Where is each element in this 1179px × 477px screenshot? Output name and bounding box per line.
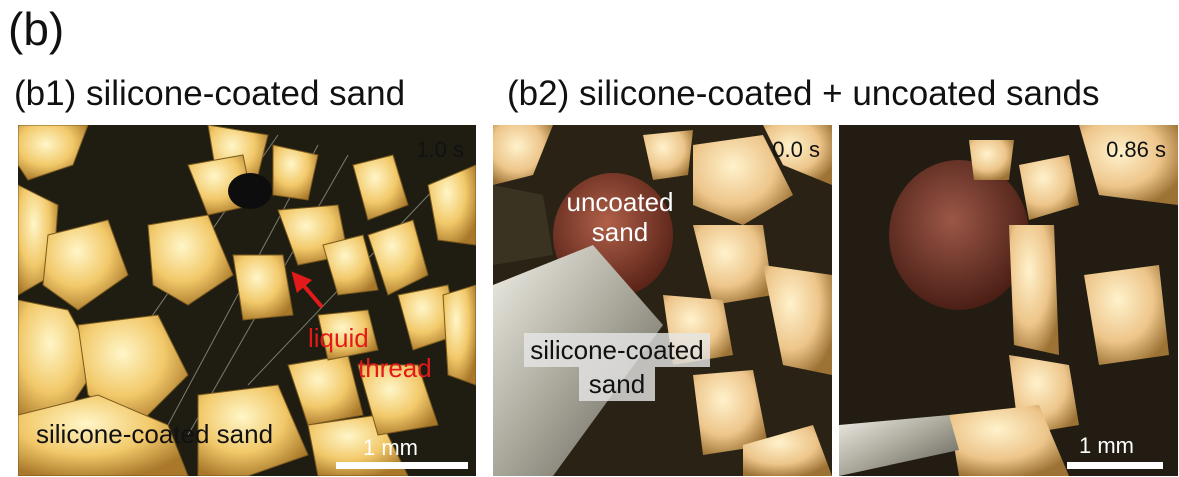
sand-grains-photo — [493, 125, 832, 476]
b2-right-timestamp: 0.86 s — [1106, 137, 1166, 162]
panel-b2-right-photo: 0.86 s 1 mm — [839, 125, 1178, 476]
b1-bottom-label: silicone-coated sand — [36, 419, 274, 449]
b1-scale-label: 1 mm — [363, 435, 418, 460]
sand-grains-photo — [839, 125, 1178, 476]
liquid-thread-line2: thread — [358, 353, 432, 383]
panel-b1-photo: 1.0 s liquid thread silicone-coated sand… — [18, 125, 476, 476]
figure-letter: (b) — [8, 3, 65, 55]
b1-scale-bar — [336, 462, 468, 469]
coated-line2: sand — [578, 367, 656, 401]
coated-line1: silicone-coated — [524, 333, 710, 367]
uncoated-line1: uncoated — [566, 187, 674, 217]
b1-timestamp: 1.0 s — [416, 137, 464, 162]
panel-b1-title: (b1) silicone-coated sand — [14, 74, 406, 113]
liquid-thread-label: liquid thread — [308, 323, 432, 383]
liquid-thread-line1: liquid — [308, 323, 369, 353]
uncoated-line2: sand — [591, 217, 649, 247]
b2-left-timestamp: 0.0 s — [772, 137, 820, 162]
b2-scale-label: 1 mm — [1079, 433, 1134, 458]
silicone-coated-sand-label: silicone-coated sand — [501, 333, 733, 401]
b2-scale-bar — [1067, 462, 1163, 469]
uncoated-sand-label: uncoated sand — [545, 187, 695, 247]
panel-b2-title: (b2) silicone-coated + uncoated sands — [507, 74, 1100, 113]
sand-grains-photo — [18, 125, 476, 476]
panel-b2-left-photo: 0.0 s uncoated sand silicone-coated sand — [493, 125, 832, 476]
